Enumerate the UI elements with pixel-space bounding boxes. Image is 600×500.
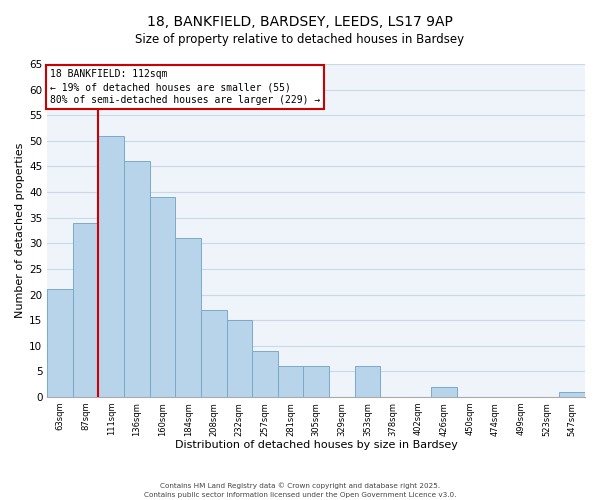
Bar (355, 366, 380, 397)
Bar (304, 366, 329, 397)
Bar (431, 386, 457, 397)
Text: 18, BANKFIELD, BARDSEY, LEEDS, LS17 9AP: 18, BANKFIELD, BARDSEY, LEEDS, LS17 9AP (147, 15, 453, 29)
Text: Contains HM Land Registry data © Crown copyright and database right 2025.
Contai: Contains HM Land Registry data © Crown c… (144, 482, 456, 498)
Text: Size of property relative to detached houses in Bardsey: Size of property relative to detached ho… (136, 32, 464, 46)
Bar (150, 197, 175, 397)
Bar (201, 310, 227, 397)
Bar (252, 351, 278, 397)
Bar (73, 223, 98, 397)
Bar (47, 290, 73, 397)
Bar (175, 238, 201, 397)
Bar (227, 320, 252, 397)
Bar (559, 392, 585, 397)
Bar (98, 136, 124, 397)
Bar (278, 366, 304, 397)
Bar (124, 162, 150, 397)
Text: 18 BANKFIELD: 112sqm
← 19% of detached houses are smaller (55)
80% of semi-detac: 18 BANKFIELD: 112sqm ← 19% of detached h… (50, 69, 320, 106)
Y-axis label: Number of detached properties: Number of detached properties (15, 143, 25, 318)
X-axis label: Distribution of detached houses by size in Bardsey: Distribution of detached houses by size … (175, 440, 458, 450)
